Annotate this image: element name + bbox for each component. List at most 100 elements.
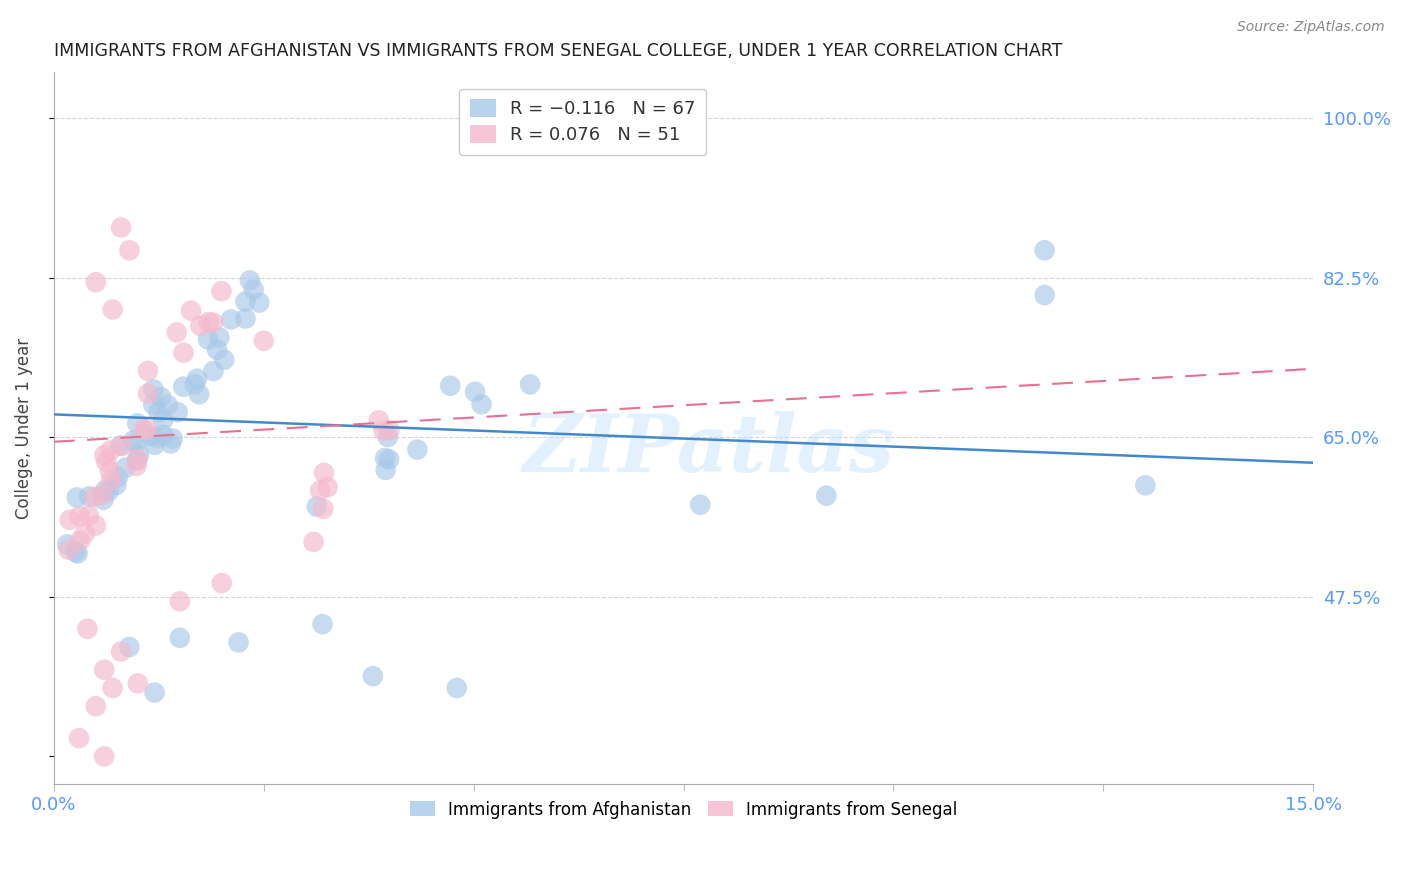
Point [73,526,96,541]
Point [111,439,134,453]
Point [110,439,132,453]
Text: Source: ZipAtlas.com: Source: ZipAtlas.com [1237,20,1385,34]
Legend: Immigrants from Afghanistan, Immigrants from Senegal: Immigrants from Afghanistan, Immigrants … [404,794,965,825]
Point [1033,288,1056,302]
Point [186,372,208,386]
Point [114,460,136,475]
Point [65,544,87,558]
Point [373,424,395,438]
Point [208,330,231,344]
Point [169,594,191,608]
Point [159,436,181,450]
Point [110,644,132,658]
Point [56,537,79,551]
Point [93,492,115,507]
Point [125,458,148,473]
Point [127,417,149,431]
Point [235,311,257,326]
Point [172,379,194,393]
Point [309,483,332,498]
Point [235,294,257,309]
Point [118,244,141,258]
Point [446,681,468,695]
Y-axis label: College, Under 1 year: College, Under 1 year [15,337,32,518]
Point [125,453,148,467]
Point [439,378,461,392]
Point [93,448,115,462]
Point [145,431,167,445]
Point [188,318,211,333]
Point [127,676,149,690]
Point [101,302,124,317]
Point [312,466,335,480]
Text: IMMIGRANTS FROM AFGHANISTAN VS IMMIGRANTS FROM SENEGAL COLLEGE, UNDER 1 YEAR COR: IMMIGRANTS FROM AFGHANISTAN VS IMMIGRANT… [53,42,1062,60]
Point [136,386,159,401]
Point [239,273,262,287]
Point [94,483,117,498]
Point [166,326,188,340]
Point [367,413,389,427]
Point [377,430,399,444]
Point [152,427,174,442]
Point [815,489,838,503]
Point [77,508,100,523]
Point [201,316,224,330]
Point [142,383,165,397]
Point [59,513,82,527]
Point [132,423,155,437]
Point [83,490,105,504]
Point [118,640,141,654]
Point [197,332,219,346]
Point [93,749,115,764]
Point [311,617,333,632]
Point [247,295,270,310]
Point [378,423,401,437]
Point [305,500,328,514]
Point [378,452,401,467]
Point [105,478,128,492]
Point [125,436,148,450]
Point [150,390,173,404]
Point [58,542,80,557]
Point [93,663,115,677]
Point [180,303,202,318]
Point [219,312,242,326]
Point [197,315,219,329]
Point [205,343,228,357]
Point [84,699,107,714]
Text: ZIPatlas: ZIPatlas [523,410,894,488]
Point [162,432,184,446]
Point [136,364,159,378]
Point [66,547,89,561]
Point [253,334,276,348]
Point [183,377,205,392]
Point [142,398,165,412]
Point [166,405,188,419]
Point [143,685,166,699]
Point [127,452,149,467]
Point [77,490,100,504]
Point [1033,244,1056,258]
Point [96,454,118,468]
Point [107,470,129,484]
Point [374,450,396,465]
Point [361,669,384,683]
Point [202,364,225,378]
Point [97,484,120,499]
Point [519,377,541,392]
Point [173,345,195,359]
Point [98,464,121,478]
Point [100,443,122,458]
Point [169,631,191,645]
Point [100,474,122,488]
Point [110,220,132,235]
Point [211,285,233,299]
Point [470,397,492,411]
Point [66,491,89,505]
Point [143,438,166,452]
Point [139,429,162,443]
Point [374,463,396,477]
Point [1135,478,1157,492]
Point [122,434,145,448]
Point [84,275,107,289]
